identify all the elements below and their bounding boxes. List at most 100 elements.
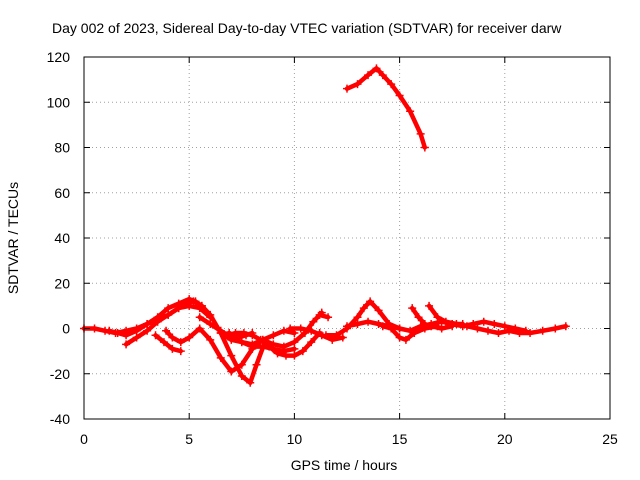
data-point [290, 338, 299, 347]
x-axis-label: GPS time / hours [291, 457, 398, 473]
data-point [281, 351, 290, 360]
data-point [395, 333, 404, 342]
data-point [296, 324, 305, 333]
data-point [225, 329, 234, 338]
data-point [143, 319, 152, 328]
series-arc-18 [343, 64, 429, 152]
data-point [425, 301, 434, 310]
data-point [343, 322, 351, 331]
data-point [448, 319, 457, 328]
data-point [216, 329, 225, 338]
data-point [164, 304, 173, 313]
data-point [197, 301, 206, 310]
data-point [122, 340, 131, 349]
y-axis-label: SDTVAR / TECUs [5, 182, 21, 294]
data-point [387, 324, 396, 333]
data-point [321, 331, 330, 340]
data-point [353, 80, 362, 89]
data-point [176, 338, 185, 347]
data-point [159, 338, 168, 347]
data-point [176, 347, 185, 356]
y-tick-label: 80 [54, 140, 70, 156]
data-point [387, 80, 396, 89]
data-point [113, 329, 122, 338]
data-point [248, 340, 257, 349]
data-point [374, 306, 383, 315]
x-tick-label: 15 [392, 431, 408, 447]
data-point [189, 297, 198, 306]
data-point [324, 313, 333, 322]
data-point [307, 338, 316, 347]
series-arc-11 [315, 310, 333, 322]
data-point [279, 326, 288, 335]
series-arc-17 [448, 317, 530, 335]
data-point [252, 360, 261, 369]
data-point [143, 326, 152, 335]
data-point [242, 331, 251, 340]
data-point [366, 297, 375, 306]
data-point [195, 313, 204, 322]
x-tick-label: 10 [287, 431, 303, 447]
data-point [364, 317, 373, 326]
data-point [237, 338, 246, 347]
data-point [206, 335, 215, 344]
data-point [494, 329, 503, 338]
x-tick-label: 20 [497, 431, 513, 447]
y-tick-label: 100 [47, 94, 71, 110]
data-point [237, 360, 246, 369]
data-point [307, 326, 316, 335]
data-point [469, 319, 478, 328]
data-point [410, 329, 419, 338]
data-point [122, 331, 131, 340]
data-point [414, 313, 423, 322]
data-point [298, 347, 307, 356]
data-point [227, 367, 236, 376]
data-point [338, 333, 347, 342]
data-point [132, 333, 141, 342]
series-line [226, 330, 255, 340]
data-point [286, 324, 295, 333]
data-point [256, 335, 265, 344]
data-point [511, 324, 520, 333]
data-point [174, 304, 183, 313]
data-point [216, 353, 225, 362]
data-point [378, 71, 387, 80]
y-tick-label: 60 [54, 185, 70, 201]
data-point [441, 317, 450, 326]
y-tick-label: 120 [47, 49, 71, 65]
data-point [195, 324, 204, 333]
data-point [401, 335, 410, 344]
data-point [416, 129, 425, 138]
data-point [374, 319, 383, 328]
y-tick-label: 40 [54, 230, 70, 246]
data-point [378, 322, 387, 331]
axis-ticks: 0 5 10 15 20 25 -40 -20 0 20 40 60 80 100 120 [47, 49, 618, 447]
series-arc-9 [225, 329, 257, 342]
y-tick-label: 0 [62, 321, 70, 337]
data-point [168, 333, 177, 342]
data-point [521, 326, 530, 335]
data-point [561, 322, 570, 331]
chart-title: Day 002 of 2023, Sidereal Day-to-day VTE… [52, 20, 562, 36]
data-point [162, 326, 171, 335]
plot-frame [83, 56, 611, 420]
data-point [406, 326, 415, 335]
data-point [343, 84, 351, 93]
data-point [151, 331, 160, 340]
data-point [406, 107, 415, 116]
series-line [344, 66, 428, 150]
series-arc-16 [425, 301, 570, 338]
data-point [332, 331, 341, 340]
data-point [427, 322, 436, 331]
x-tick-label: 0 [80, 431, 88, 447]
data-point [433, 313, 442, 322]
data-point [500, 322, 509, 331]
data-point [372, 64, 381, 73]
data-point [473, 324, 482, 333]
data-point [132, 326, 141, 335]
data-point [315, 310, 324, 319]
data-point [206, 310, 215, 319]
data-point [458, 322, 467, 331]
grid-lines [84, 57, 610, 419]
